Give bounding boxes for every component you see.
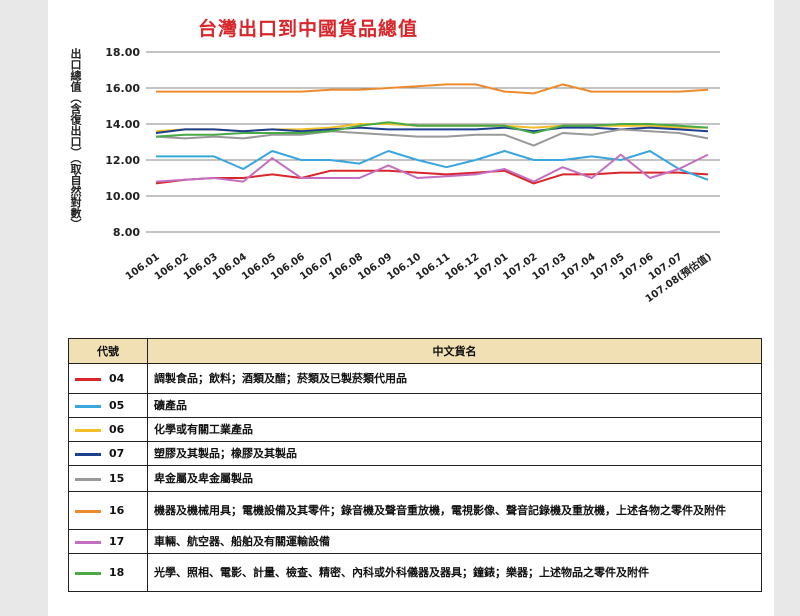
y-tick-label: 8.00 xyxy=(113,226,140,239)
legend-color-swatch xyxy=(75,477,101,481)
legend-row: 04 調製食品；飲料；酒類及醋；菸類及已製菸類代用品 xyxy=(68,363,762,394)
series-line-07 xyxy=(155,126,709,134)
series-line-05 xyxy=(156,150,709,181)
legend-color-swatch xyxy=(75,452,101,456)
legend-code-cell: 17 xyxy=(68,529,148,554)
legend-code-cell: 05 xyxy=(68,393,148,418)
legend-color-swatch xyxy=(75,428,101,432)
legend-color-swatch xyxy=(75,540,101,544)
legend-row: 06 化學或有關工業產品 xyxy=(68,417,762,442)
legend-row: 07 塑膠及其製品；橡膠及其製品 xyxy=(68,441,762,466)
series-line-17 xyxy=(155,153,709,183)
legend-code-cell: 04 xyxy=(68,363,148,394)
y-tick-label: 12.00 xyxy=(105,154,140,167)
legend-row: 18 光學、照相、電影、計量、檢查、精密、內科或外科儀器及器具；鐘錶；樂器；上述物… xyxy=(68,553,762,592)
legend-name: 機器及機械用具；電機設備及其零件；錄音機及聲音重放機，電視影像、聲音記錄機及重放… xyxy=(147,491,762,530)
legend-name: 卑金屬及卑金屬製品 xyxy=(147,465,762,492)
legend-name: 光學、照相、電影、計量、檢查、精密、內科或外科儀器及器具；鐘錶；樂器；上述物品之… xyxy=(147,553,762,592)
legend-row: 16 機器及機械用具；電機設備及其零件；錄音機及聲音重放機，電視影像、聲音記錄機及… xyxy=(68,491,762,530)
legend-code-cell: 16 xyxy=(68,491,148,530)
legend-row: 05 礦產品 xyxy=(68,393,762,418)
legend-header-name: 中文貨名 xyxy=(147,338,762,364)
legend-color-swatch xyxy=(75,509,101,513)
legend-code-cell: 07 xyxy=(68,441,148,466)
legend-code: 18 xyxy=(109,566,125,579)
legend-code: 16 xyxy=(109,504,125,517)
legend-header-row: 代號 中文貨名 xyxy=(68,338,762,364)
y-tick-label: 14.00 xyxy=(105,118,140,131)
series-line-15 xyxy=(155,128,709,147)
legend-name: 調製食品；飲料；酒類及醋；菸類及已製菸類代用品 xyxy=(147,363,762,394)
legend-code: 17 xyxy=(109,535,125,548)
chart-title: 台灣出口到中國貨品總值 xyxy=(198,18,419,40)
series-line-18 xyxy=(155,121,709,138)
legend-code: 05 xyxy=(109,399,125,412)
y-axis-label: 出口總值（含復出口）（取自然對數） xyxy=(69,48,82,230)
legend-code: 04 xyxy=(109,372,125,385)
line-chart: 18.0016.0014.0012.0010.008.00106.01106.0… xyxy=(105,46,720,305)
y-tick-label: 16.00 xyxy=(105,82,140,95)
y-tick-label: 10.00 xyxy=(105,190,140,203)
legend-row: 17 車輛、航空器、船舶及有關運輸設備 xyxy=(68,529,762,554)
legend-name: 化學或有關工業產品 xyxy=(147,417,762,442)
legend-row: 15 卑金屬及卑金屬製品 xyxy=(68,465,762,492)
legend-name: 礦產品 xyxy=(147,393,762,418)
legend-code: 06 xyxy=(109,423,125,436)
legend-code-cell: 18 xyxy=(68,553,148,592)
legend-code: 15 xyxy=(109,472,125,485)
y-tick-label: 18.00 xyxy=(105,46,140,59)
legend-color-swatch xyxy=(75,377,101,381)
legend-color-swatch xyxy=(75,571,101,575)
legend-code: 07 xyxy=(109,447,125,460)
series-line-16 xyxy=(156,83,709,95)
legend-color-swatch xyxy=(75,404,101,408)
legend-header-code: 代號 xyxy=(68,338,148,364)
legend-name: 車輛、航空器、船舶及有關運輸設備 xyxy=(147,529,762,554)
legend-table: 代號 中文貨名 04 調製食品；飲料；酒類及醋；菸類及已製菸類代用品 05 礦產品 06… xyxy=(68,338,762,592)
legend-code-cell: 15 xyxy=(68,465,148,492)
legend-code-cell: 06 xyxy=(68,417,148,442)
page: 台灣出口到中國貨品總值 出口總值（含復出口）（取自然對數） 18.00 16.00… xyxy=(48,0,774,616)
legend-name: 塑膠及其製品；橡膠及其製品 xyxy=(147,441,762,466)
